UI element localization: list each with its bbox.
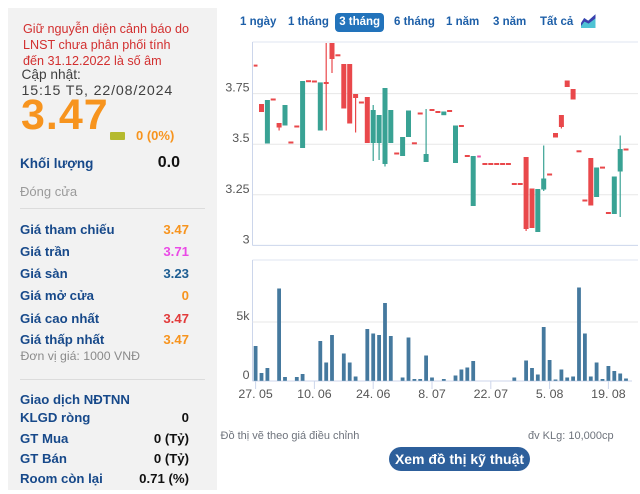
- svg-text:5. 08: 5. 08: [536, 387, 564, 401]
- svg-text:8. 07: 8. 07: [418, 387, 446, 401]
- svg-text:3.5: 3.5: [232, 131, 249, 145]
- svg-text:5k: 5k: [236, 309, 250, 323]
- svg-text:24. 06: 24. 06: [356, 387, 391, 401]
- svg-text:27. 05: 27. 05: [238, 387, 273, 401]
- svg-text:3.75: 3.75: [225, 81, 249, 95]
- svg-text:0: 0: [243, 368, 250, 382]
- svg-text:10. 06: 10. 06: [297, 387, 332, 401]
- svg-text:19. 08: 19. 08: [591, 387, 626, 401]
- svg-text:3.25: 3.25: [225, 182, 249, 196]
- svg-text:22. 07: 22. 07: [474, 387, 509, 401]
- svg-text:3: 3: [243, 232, 250, 246]
